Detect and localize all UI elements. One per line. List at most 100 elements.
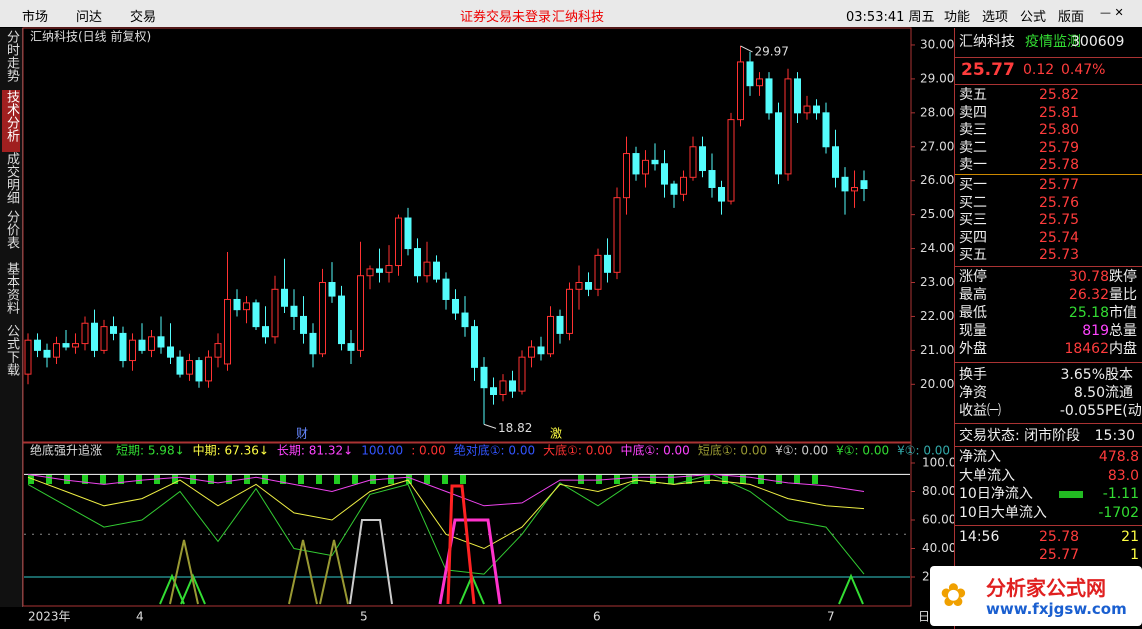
y-tick-label: 22.00	[920, 309, 954, 323]
candle-body	[138, 339, 146, 351]
legend-entry: 中底①: 0.00	[620, 443, 689, 458]
sep	[955, 84, 1142, 85]
tick-volume: 1	[1130, 547, 1139, 563]
tool-item[interactable]: 公式	[1020, 10, 1047, 25]
candle-body	[281, 288, 288, 307]
candle-body	[385, 265, 393, 273]
watermark-url: www.fxjgsw.com	[986, 600, 1127, 618]
signal-block	[650, 475, 656, 484]
signal-block	[722, 475, 728, 484]
quote-row: 大单流入 83.0	[959, 467, 1141, 485]
candle-body	[110, 326, 117, 334]
candle-body	[746, 61, 754, 87]
quote-row: 汇纳科技 疫情监测 300609	[959, 33, 1141, 51]
signal-block	[136, 475, 142, 484]
menu-item[interactable]: 交易	[130, 10, 157, 25]
quote-row: 换手 3.65% 股本	[959, 366, 1141, 384]
candle-body	[794, 78, 801, 114]
candle-body	[594, 254, 602, 290]
chart-title: 汇纳科技(日线 前复权)	[30, 29, 151, 44]
candle-body	[300, 315, 307, 334]
signal-block	[388, 475, 394, 484]
candle-body	[290, 305, 298, 317]
candle-body	[262, 326, 269, 338]
low-label: 18.82	[498, 421, 532, 435]
ask-price: 25.79	[1039, 139, 1080, 156]
signal-block	[460, 475, 466, 484]
candle-body	[404, 217, 412, 250]
candle-body	[214, 343, 222, 358]
window-controls[interactable]: — ✕	[1100, 6, 1124, 19]
side-tab[interactable]: 技术分析	[2, 90, 20, 152]
flow-label: 净流入	[959, 449, 1001, 465]
signal-block	[280, 475, 286, 484]
quote-row: 净资 8.50 流通	[959, 384, 1141, 402]
flow-value: 478.8	[1098, 449, 1139, 465]
candle-body	[509, 380, 516, 392]
stat-label: 最高	[959, 287, 987, 303]
candle-body	[271, 288, 279, 338]
legend-entry: ¥①: 0.00	[836, 444, 889, 458]
candle-body	[186, 360, 193, 375]
high-label: 29.97	[755, 44, 789, 58]
stat-label: 涨停	[959, 269, 987, 285]
ask-label: 卖三	[959, 122, 987, 138]
signal-block	[46, 475, 52, 484]
quote-panel: 汇纳科技 疫情监测 300609 25.77 0.12 0.47% 卖五 25.82 卖四 25.…	[954, 28, 1142, 629]
signal-block	[298, 475, 304, 484]
stat-label: 净资	[959, 385, 987, 401]
ask-price: 25.80	[1039, 122, 1080, 138]
y-tick-label: 26.00	[920, 173, 954, 187]
candle-body	[737, 61, 744, 121]
legend-entry: 100.00	[361, 444, 403, 458]
legend-entry: 长期: 81.32↓	[277, 444, 353, 458]
signal-block	[686, 475, 692, 484]
candle-body	[452, 298, 459, 314]
tool-item[interactable]: 功能	[944, 10, 971, 25]
candle-body	[471, 326, 478, 368]
signal-block	[668, 475, 674, 484]
candle-body	[224, 298, 231, 365]
candle-body	[62, 343, 70, 348]
side-tab[interactable]: 基本资料	[4, 262, 19, 314]
side-tab[interactable]: 成交明细	[4, 152, 19, 204]
signal-block	[262, 475, 268, 484]
tool-item[interactable]: 选项	[982, 10, 1009, 25]
candle-body	[81, 322, 89, 345]
signal-triangle	[838, 573, 864, 605]
candle-body	[338, 295, 345, 345]
stat-value: 30.78	[1068, 269, 1109, 285]
candle-body	[376, 268, 383, 273]
stat-label: 换手	[959, 367, 987, 383]
candle-body	[822, 112, 830, 148]
y-tick-label: 80.00	[922, 484, 954, 498]
y-tick-label: 40.00	[922, 541, 954, 555]
candle-body	[813, 105, 820, 114]
candle-body	[233, 298, 241, 311]
ask-price: 25.82	[1039, 87, 1080, 103]
bid-label: 买三	[959, 212, 987, 228]
signal-block	[100, 475, 106, 484]
signal-peak	[319, 539, 349, 605]
candle-body	[642, 159, 649, 175]
signal-block	[632, 475, 638, 484]
stat-value: 26.32	[1068, 287, 1109, 303]
side-tab[interactable]: 公式下载	[4, 324, 19, 376]
side-tab[interactable]: 分时走势	[4, 30, 19, 82]
sep	[955, 57, 1142, 58]
y-tick-label: 30.00	[920, 37, 954, 51]
clock: 03:53:41 周五	[846, 10, 935, 25]
quote-row: 25.77 1	[959, 546, 1141, 564]
tool-item[interactable]: 版面	[1058, 10, 1085, 25]
menu-item[interactable]: 市场	[22, 10, 49, 25]
menu-item[interactable]: 问达	[76, 10, 103, 25]
period-label: 日	[918, 610, 930, 624]
candle-body	[433, 261, 440, 280]
tick-time: 14:56	[959, 529, 1000, 545]
signal-block	[244, 475, 250, 484]
candle-body	[718, 186, 725, 202]
side-tab[interactable]: 分价表	[4, 210, 19, 249]
flow-label: 10日大单流入	[959, 504, 1047, 521]
watermark: 分析家公式网 www.fxjgsw.com ✿	[930, 566, 1142, 626]
candle-body	[148, 336, 155, 351]
